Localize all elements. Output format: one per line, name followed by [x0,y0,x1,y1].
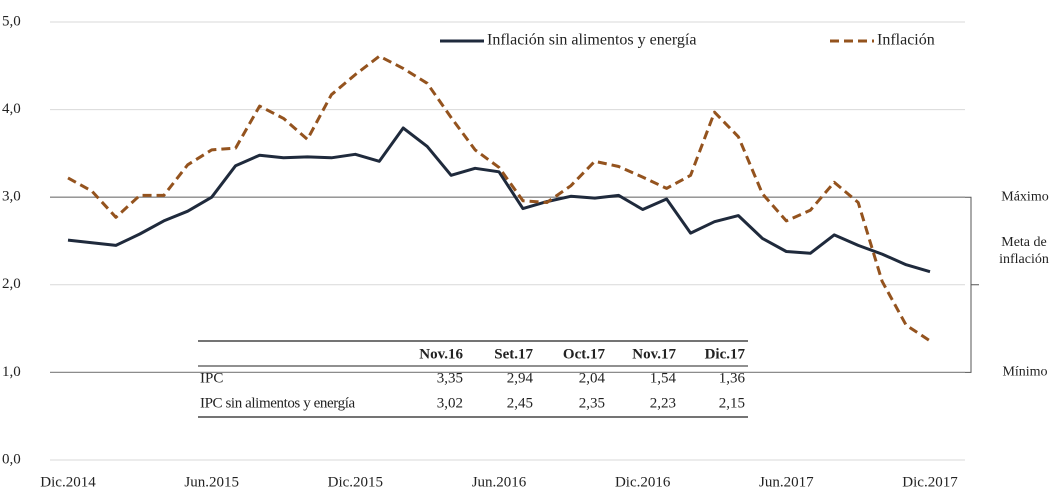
bracket [965,196,979,373]
table-cell: 2,45 [507,395,533,411]
target-label: Mínimo [1002,365,1047,380]
x-tick-label: Jun.2017 [759,474,814,490]
y-tick-label: 4,0 [2,101,21,117]
x-tick-label: Dic.2014 [40,474,96,490]
legend-label: Inflación sin alimentos y energía [487,32,696,49]
table-cell: IPC sin alimentos y energía [200,395,355,411]
x-tick-label: Dic.2015 [328,474,383,490]
table-cell: 2,35 [579,395,605,411]
table-cell: 2,94 [507,370,534,386]
y-tick-label: 2,0 [2,276,21,292]
table-header: Oct.17 [563,346,606,362]
table-cell: 1,36 [719,370,746,386]
table-cell: 2,04 [579,370,606,386]
x-tick-label: Jun.2016 [472,474,527,490]
legend-label: Inflación [877,32,935,49]
y-tick-label: 3,0 [2,189,21,205]
target-label: Meta de inflación [999,235,1049,267]
table-header: Set.17 [494,346,533,362]
table-cell: 1,54 [650,370,677,386]
x-tick-label: Jun.2015 [184,474,239,490]
table-cell: 2,15 [719,395,745,411]
table-cell: 2,23 [650,395,676,411]
series-line [67,54,931,343]
y-tick-label: 5,0 [2,13,21,29]
table-header: Nov.17 [632,346,676,362]
table-cell: IPC [200,370,223,386]
table-cell: 3,35 [437,370,463,386]
y-tick-label: 0,0 [2,451,21,467]
table-header: Nov.16 [419,346,463,362]
series-line [67,126,931,274]
table-header: Dic.17 [705,346,746,362]
target-label: Máximo [1001,189,1048,204]
x-tick-label: Dic.2016 [615,474,671,490]
x-tick-label: Dic.2017 [902,474,958,490]
table-cell: 3,02 [437,395,463,411]
y-tick-label: 1,0 [2,364,21,380]
